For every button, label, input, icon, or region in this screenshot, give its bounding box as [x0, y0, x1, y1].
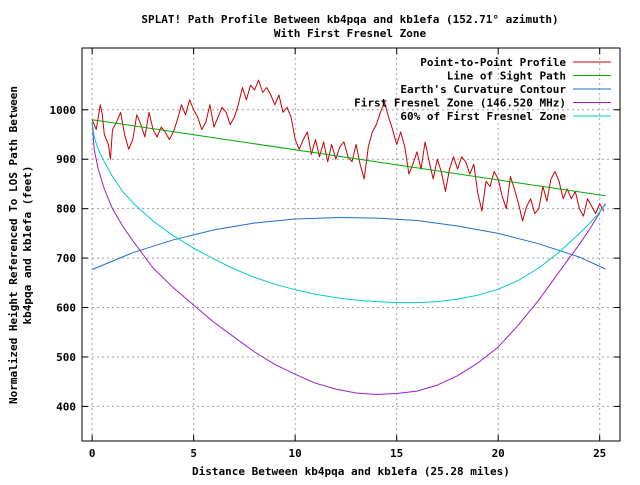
legend-label: Point-to-Point Profile	[420, 56, 566, 69]
x-tick-label: 20	[492, 447, 505, 460]
grid-lines	[82, 48, 620, 441]
x-tick-label: 25	[593, 447, 606, 460]
x-tick-label: 5	[190, 447, 197, 460]
y-tick-label: 400	[56, 400, 76, 413]
point-to-point-profile-line	[91, 79, 605, 222]
x-axis-label: Distance Between kb4pqa and kb1efa (25.2…	[192, 465, 510, 478]
first-fresnel-zone-line	[91, 122, 606, 395]
earth-curvature-contour-line	[92, 217, 606, 270]
legend-label: 60% of First Fresnel Zone	[400, 110, 566, 123]
y-tick-label: 1000	[50, 104, 77, 117]
legend-label: Earth's Curvature Contour	[400, 83, 566, 96]
legend-label: Line of Sight Path	[447, 70, 566, 83]
y-axis-label-line2: kb4pqa and kb1efa (feet)	[21, 166, 34, 325]
y-tick-label: 800	[56, 203, 76, 216]
y-tick-label: 900	[56, 153, 76, 166]
legend-label: First Fresnel Zone (146.520 MHz)	[354, 97, 566, 110]
axis-ticks: 0 5 10 15 20 25 400 500 600 700 800 900 1000	[50, 48, 620, 460]
chart-subtitle: With First Fresnel Zone	[274, 27, 427, 40]
chart-title: SPLAT! Path Profile Between kb4pqa and k…	[141, 13, 558, 26]
y-axis-label-line1: Normalized Height Referenced To LOS Path…	[7, 86, 20, 404]
y-tick-label: 500	[56, 351, 76, 364]
y-tick-label: 700	[56, 252, 76, 265]
plot-frame	[81, 47, 621, 442]
x-tick-label: 10	[289, 447, 302, 460]
series-layer	[91, 79, 606, 395]
sixty-percent-fresnel-zone-line	[91, 122, 606, 304]
y-tick-label: 600	[56, 302, 76, 315]
x-tick-label: 15	[390, 447, 403, 460]
line-of-sight-path-line	[92, 119, 606, 197]
x-tick-label: 0	[89, 447, 96, 460]
